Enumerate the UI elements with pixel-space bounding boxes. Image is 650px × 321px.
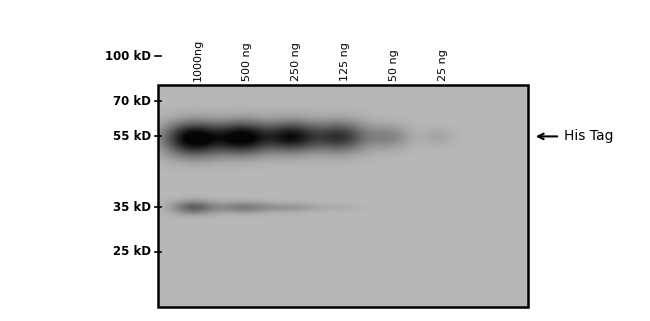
Text: His Tag: His Tag bbox=[564, 129, 614, 143]
Text: 50 ng: 50 ng bbox=[389, 49, 399, 81]
Text: 125 ng: 125 ng bbox=[340, 42, 350, 81]
Text: 55 kD: 55 kD bbox=[113, 130, 151, 143]
Text: 1000ng: 1000ng bbox=[193, 39, 203, 81]
Text: 70 kD: 70 kD bbox=[113, 95, 151, 108]
Text: 500 ng: 500 ng bbox=[242, 42, 252, 81]
Text: 100 kD: 100 kD bbox=[105, 50, 151, 63]
Text: 35 kD: 35 kD bbox=[113, 201, 151, 213]
Text: 25 ng: 25 ng bbox=[437, 49, 448, 81]
Bar bbox=[158, 85, 528, 307]
Text: 25 kD: 25 kD bbox=[113, 246, 151, 258]
Text: 250 ng: 250 ng bbox=[291, 42, 301, 81]
